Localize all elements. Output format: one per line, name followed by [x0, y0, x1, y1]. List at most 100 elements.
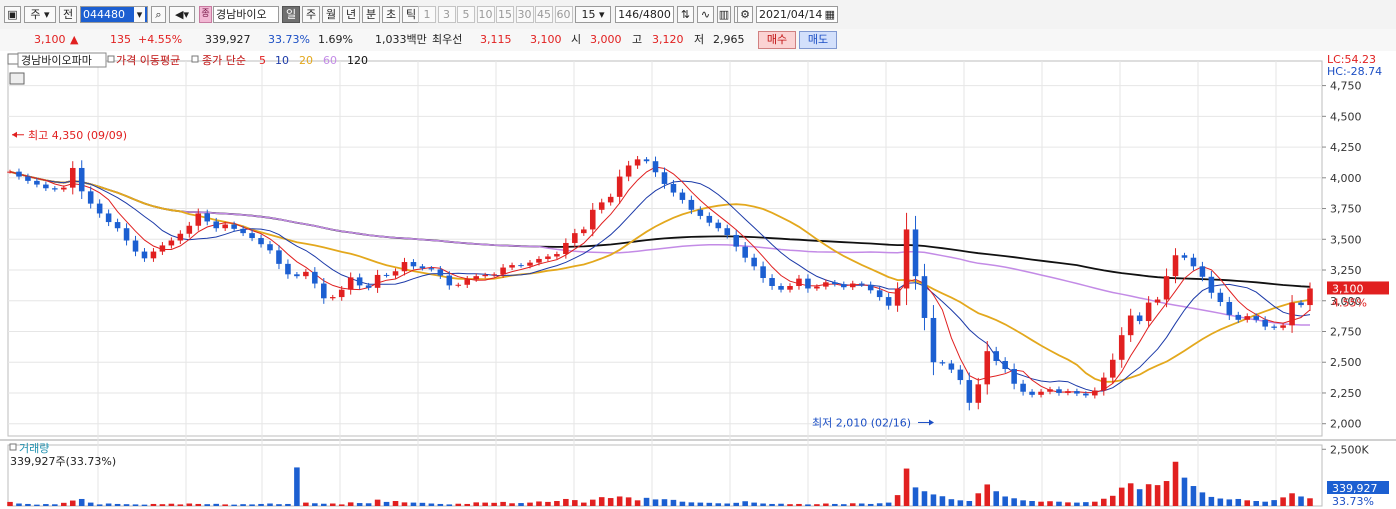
- period-type-select[interactable]: 주 ▾: [24, 6, 56, 23]
- volume-bar: [132, 504, 139, 506]
- period-button-2[interactable]: 월: [322, 6, 340, 23]
- volume-bar: [930, 494, 937, 506]
- candle-body: [1047, 389, 1053, 392]
- volume-bar: [329, 503, 336, 506]
- volume-bar: [589, 499, 596, 506]
- volume-bar: [52, 504, 58, 506]
- candle-body: [338, 289, 345, 298]
- candle-settings-icon[interactable]: ⇅: [677, 6, 694, 23]
- candle-body: [312, 271, 318, 284]
- volume-bar: [1271, 500, 1277, 506]
- period-button-1[interactable]: 주: [302, 6, 320, 23]
- speaker-icon[interactable]: ◀▾: [169, 6, 195, 23]
- period-button-4[interactable]: 분: [362, 6, 380, 23]
- candle-body: [1029, 391, 1035, 395]
- candle-body: [876, 290, 883, 298]
- ma20-line: [9, 170, 1311, 383]
- candle-body: [1253, 316, 1259, 320]
- interval-value: 15: [581, 8, 596, 21]
- candle-body: [1083, 393, 1089, 396]
- candle-body: [957, 369, 964, 381]
- chart-menu-icon[interactable]: ▣: [4, 6, 21, 23]
- candle-body: [1190, 257, 1197, 267]
- split-icon[interactable]: ▥: [717, 6, 731, 23]
- volume-bar: [1244, 500, 1251, 506]
- candle-body: [993, 351, 999, 361]
- volume-bar: [823, 503, 829, 506]
- volume-bar: [1199, 492, 1206, 506]
- search-icon[interactable]: ⌕: [151, 6, 166, 23]
- candle-body: [715, 222, 722, 229]
- volume-bar: [1208, 496, 1215, 506]
- interval-button-1[interactable]: 3: [437, 6, 456, 23]
- volume-bar: [715, 503, 722, 506]
- last-price-box: [1327, 281, 1389, 295]
- candle-body: [303, 271, 309, 277]
- interval-button-0[interactable]: 1: [418, 6, 436, 23]
- interval-button-7[interactable]: 60: [554, 6, 573, 23]
- volume-bar: [213, 503, 219, 506]
- volume-legend-bullet: [9, 443, 17, 451]
- date-input[interactable]: 2021/04/14 ▦: [756, 6, 838, 23]
- volume-bar: [87, 502, 94, 506]
- grid-toggle-icon[interactable]: [9, 72, 25, 85]
- indicator-icon[interactable]: ∿: [697, 6, 714, 23]
- candle-body: [267, 244, 273, 251]
- volume-bar: [410, 502, 417, 506]
- volume-bar: [25, 503, 31, 506]
- volume-bar: [7, 501, 13, 506]
- volume-bar: [616, 496, 623, 506]
- gear-icon[interactable]: ⚙: [737, 6, 753, 23]
- volume-bar: [61, 502, 67, 506]
- buy-button[interactable]: 매수: [758, 31, 796, 49]
- candle-body: [670, 183, 677, 193]
- candle-body: [751, 257, 757, 267]
- interval-button-5[interactable]: 30: [515, 6, 534, 23]
- volume-bar: [1181, 477, 1188, 506]
- volume-pct: 33.73%: [268, 33, 310, 46]
- price-panel-frame: [7, 60, 1323, 437]
- price-change-pct: +4.55%: [138, 33, 183, 46]
- volume-bar: [1074, 502, 1080, 506]
- candle-body: [975, 384, 982, 403]
- period-button-5[interactable]: 초: [382, 6, 400, 23]
- candle-body: [258, 238, 264, 245]
- interval-button-3[interactable]: 10: [476, 6, 495, 23]
- period-button-3[interactable]: 년: [342, 6, 360, 23]
- volume-bar: [43, 504, 49, 506]
- calendar-icon[interactable]: ▦: [824, 8, 835, 21]
- volume-bar: [1002, 496, 1008, 506]
- interval-select[interactable]: 15 ▾: [575, 6, 611, 23]
- y-tick-label: 4,750: [1330, 80, 1362, 93]
- volume-bar: [939, 496, 946, 506]
- volume-bar: [168, 503, 175, 506]
- volume-bar: [356, 503, 363, 506]
- candle-body: [697, 209, 704, 216]
- volume-bar: [778, 503, 784, 506]
- price-chart[interactable]: 4,750 4,500 4,250 4,000 3,750 3,500 3,250 3,000…: [0, 51, 1396, 509]
- candle-body: [939, 362, 946, 364]
- candle-body: [742, 246, 748, 258]
- candle-body: [832, 282, 838, 285]
- legend-toggle-icon[interactable]: [7, 53, 19, 65]
- volume-bar: [482, 502, 488, 506]
- hc-label: HC:-28.74: [1327, 65, 1382, 78]
- interval-button-6[interactable]: 45: [535, 6, 553, 23]
- volume-bar: [975, 493, 982, 506]
- candle-body: [607, 196, 614, 203]
- interval-button-4[interactable]: 15: [496, 6, 514, 23]
- volume-bar: [186, 503, 193, 506]
- market-button[interactable]: 전: [59, 6, 77, 23]
- volume-bar: [267, 503, 273, 506]
- candle-body: [365, 285, 372, 288]
- volume-bar: [347, 502, 354, 506]
- stock-code-input[interactable]: 044480 ▾: [80, 6, 148, 23]
- sell-button[interactable]: 매도: [799, 31, 837, 49]
- period-button-0[interactable]: 일: [282, 6, 300, 23]
- volume-bar: [733, 502, 739, 506]
- volume-bar: [365, 503, 372, 506]
- last-price-label: 3,100: [1332, 282, 1364, 295]
- candle-body: [1289, 302, 1295, 326]
- interval-button-2[interactable]: 5: [457, 6, 475, 23]
